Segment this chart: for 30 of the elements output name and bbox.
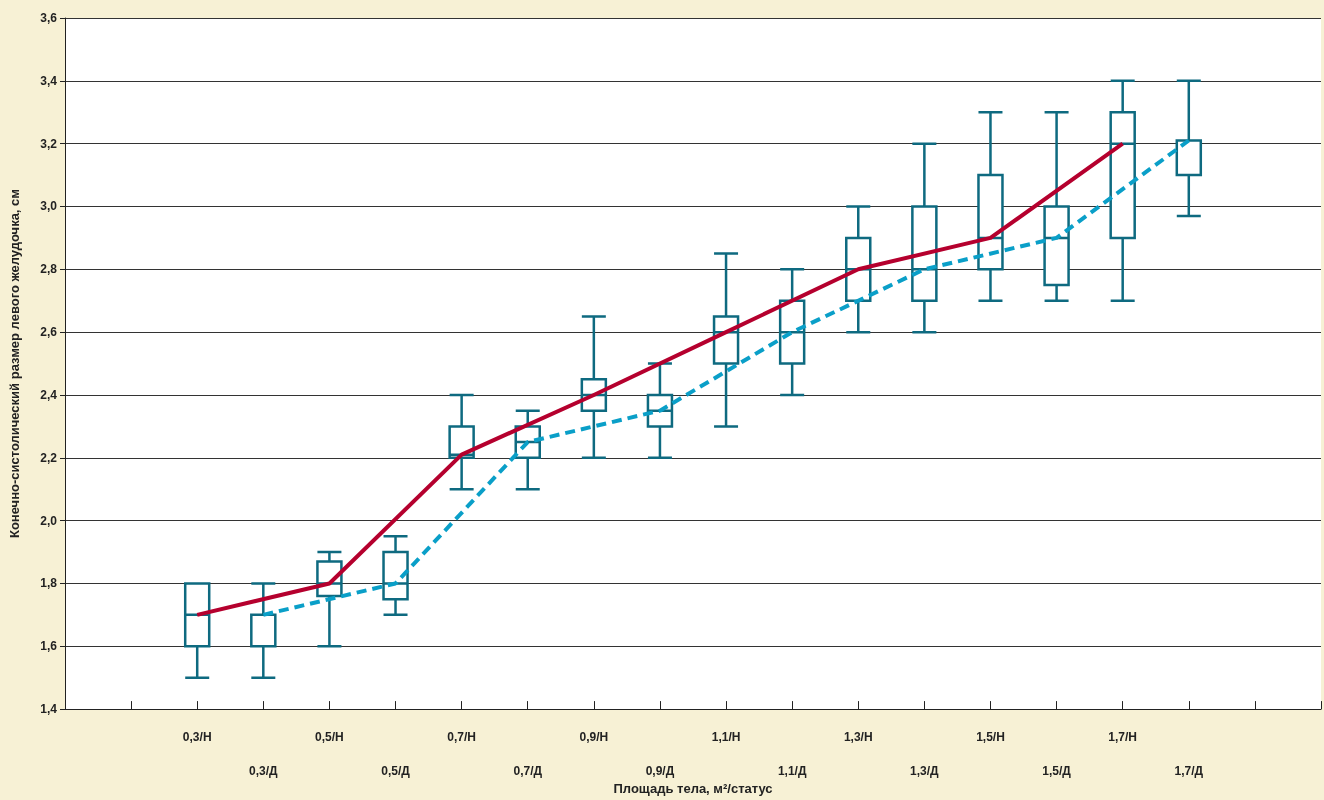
x-tick-label: 0,7/Д: [513, 764, 543, 779]
x-tick-label: 0,7/Н: [447, 730, 476, 745]
y-tick-label: 2,0: [40, 513, 58, 528]
x-tick-label: 1,5/Н: [976, 730, 1005, 745]
x-tick-label: 1,3/Д: [910, 764, 940, 779]
y-tick-label: 2,4: [40, 387, 58, 402]
x-tick-label: 0,9/Д: [645, 764, 675, 779]
x-tick-label: 1,7/Н: [1108, 730, 1138, 745]
y-tick-label: 1,6: [40, 639, 58, 654]
x-tick-label: 0,5/Д: [381, 764, 411, 779]
x-tick-label: 0,9/Н: [579, 730, 609, 745]
y-tick-label: 3,4: [40, 73, 58, 88]
y-tick-label: 1,8: [40, 576, 58, 591]
x-tick-label: 0,3/Н: [182, 730, 212, 745]
x-tick-label: 1,1/Н: [711, 730, 741, 745]
y-tick-label: 3,0: [40, 199, 58, 214]
y-tick-label: 2,8: [40, 262, 58, 277]
y-tick-label: 1,4: [40, 702, 58, 717]
x-tick-label: 0,5/Н: [315, 730, 344, 745]
y-tick-label: 3,2: [40, 136, 58, 151]
x-tick-label: 1,3/Н: [843, 730, 873, 745]
x-tick-label: 0,3/Д: [249, 764, 279, 779]
y-tick-label: 3,6: [40, 11, 58, 25]
y-tick-label: 2,6: [40, 325, 58, 340]
x-tick-label: 1,1/Д: [777, 764, 807, 779]
y-axis-title: Конечно-систолический размер левого желудочка, см: [7, 189, 22, 539]
x-axis-title: Площадь тела, м²/статус: [613, 781, 773, 796]
x-tick-label: 1,5/Д: [1042, 764, 1072, 779]
x-tick-label: 1,7/Д: [1174, 764, 1204, 779]
y-tick-label: 2,2: [40, 450, 58, 465]
